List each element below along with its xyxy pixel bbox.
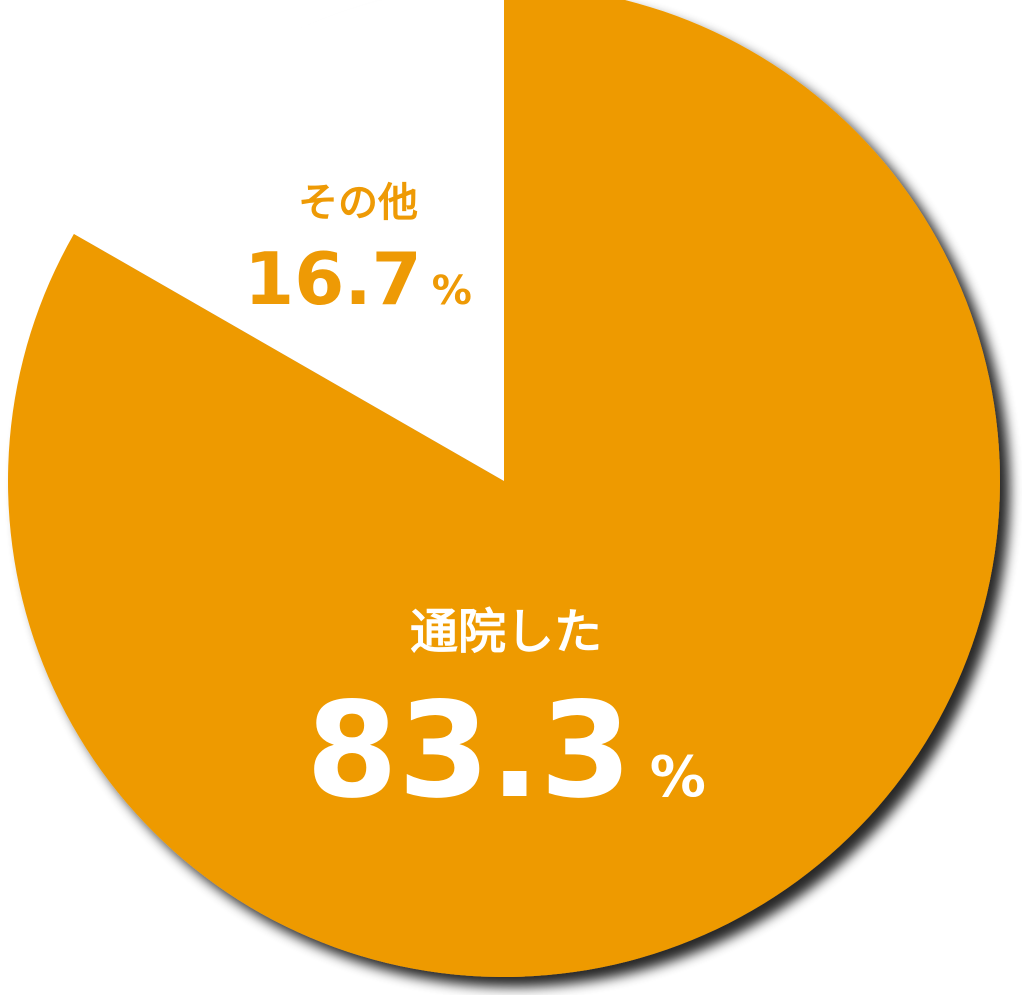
pie-labels: 通院した 83.3 % その他 16.7% <box>244 180 706 828</box>
slice-label-name-2: その他 <box>298 180 418 226</box>
slice-value-unit-2: % <box>432 268 472 314</box>
slice-label-group-2: その他 16.7% <box>244 180 472 321</box>
pie-slices <box>8 0 1000 977</box>
pie-slice-1 <box>8 0 1000 977</box>
slice-value-number-2: 16.7 <box>244 237 422 321</box>
slice-value-unit-1: % <box>650 745 706 810</box>
slice-value-number-1: 83.3 <box>306 674 632 828</box>
slice-label-name-1: 通院した <box>410 604 602 660</box>
slice-label-group-1: 通院した 83.3% <box>306 604 706 828</box>
slice-value-1: 83.3% <box>306 674 706 828</box>
slice-value-2: 16.7% <box>244 237 472 321</box>
pie-slice-2 <box>73 0 504 481</box>
